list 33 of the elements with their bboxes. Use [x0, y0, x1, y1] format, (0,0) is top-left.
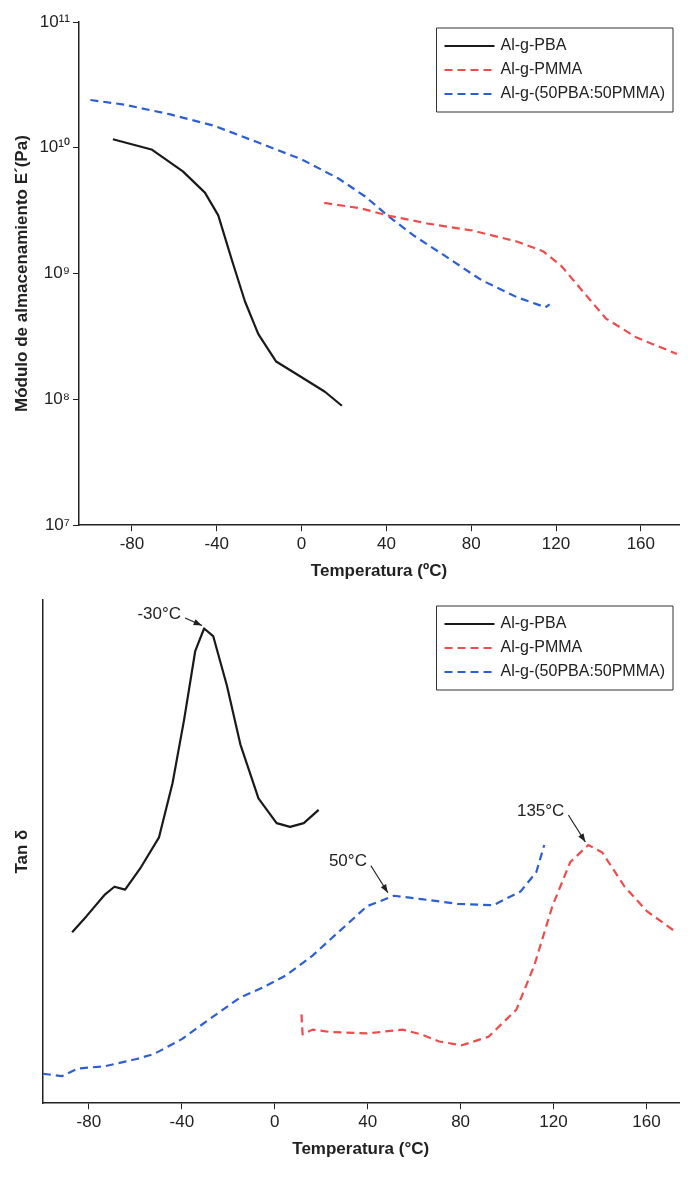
legend-label: Al-g-PBA: [500, 36, 567, 54]
x-tick-label: -40: [204, 534, 230, 554]
line-series: [323, 201, 678, 355]
x-tick-label: -40: [169, 1112, 195, 1132]
x-tick-label: 120: [541, 534, 571, 554]
x-tick-label: -80: [119, 534, 145, 554]
x-axis-title: Temperatura (ºC): [310, 561, 448, 581]
y-tick-label: 10¹¹: [39, 11, 71, 31]
legend-label: Al-g-(50PBA:50PMMA): [500, 84, 666, 102]
annotation: 50°C: [328, 851, 367, 871]
x-tick-label: 120: [539, 1112, 568, 1132]
legend-label: Al-g-(50PBA:50PMMA): [500, 662, 666, 680]
y-axis-title: Tan δ: [11, 829, 31, 874]
annotation: -30°C: [137, 603, 182, 623]
x-axis-title: Temperatura (°C): [292, 1139, 430, 1159]
x-tick-label: 40: [376, 534, 396, 554]
x-tick-label: 0: [270, 1112, 280, 1132]
legend-label: Al-g-PMMA: [500, 638, 583, 656]
x-tick-label: 0: [296, 534, 307, 554]
x-tick-label: 80: [461, 534, 481, 554]
x-tick-label: 40: [358, 1112, 378, 1132]
x-tick-label: -80: [76, 1112, 102, 1132]
y-tick-label: 10⁹: [43, 263, 70, 283]
x-tick-label: 80: [451, 1112, 471, 1132]
y-tick-label: 10¹⁰: [39, 137, 70, 157]
annotation: 135°C: [516, 800, 565, 820]
y-axis-title: Módulo de almacenamiento E´(Pa): [11, 135, 31, 412]
legend-label: Al-g-PBA: [500, 614, 567, 632]
legend-label: Al-g-PMMA: [500, 60, 583, 78]
x-tick-label: 160: [626, 534, 656, 554]
y-tick-label: 10⁸: [43, 389, 70, 409]
y-tick-label: 10⁷: [44, 514, 70, 534]
x-tick-label: 160: [632, 1112, 661, 1132]
